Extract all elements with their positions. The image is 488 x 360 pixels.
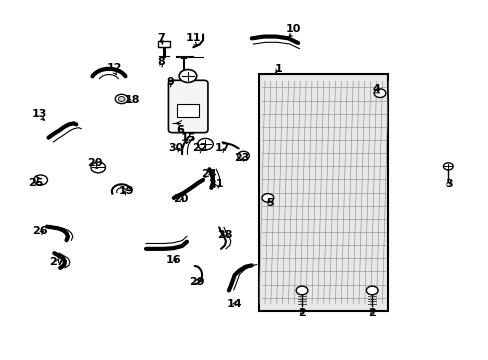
Circle shape	[34, 175, 47, 185]
Bar	[158, 41, 170, 47]
Text: 2: 2	[367, 309, 375, 318]
Text: 21: 21	[208, 179, 224, 189]
Bar	[259, 74, 387, 311]
Text: 8: 8	[158, 57, 165, 67]
Text: 20: 20	[173, 194, 188, 204]
Circle shape	[237, 151, 249, 160]
Text: 27: 27	[49, 257, 64, 267]
Circle shape	[115, 94, 128, 104]
Text: 24: 24	[201, 168, 217, 179]
Text: 26: 26	[32, 226, 47, 236]
Text: 16: 16	[165, 255, 181, 265]
Text: 22: 22	[191, 143, 207, 153]
Text: 2: 2	[298, 309, 305, 318]
Text: 18: 18	[124, 95, 140, 105]
Circle shape	[443, 163, 452, 170]
Text: 15: 15	[181, 133, 196, 143]
Text: 14: 14	[226, 299, 242, 309]
Circle shape	[118, 96, 125, 102]
Text: 3: 3	[445, 179, 452, 189]
Text: 17: 17	[214, 143, 230, 153]
Text: 5: 5	[265, 198, 273, 208]
Text: 25: 25	[28, 178, 43, 188]
Text: 12: 12	[106, 63, 122, 73]
Circle shape	[91, 162, 105, 173]
Circle shape	[262, 194, 273, 202]
Circle shape	[366, 286, 377, 295]
FancyBboxPatch shape	[168, 80, 207, 133]
Bar	[177, 104, 199, 117]
Text: 29: 29	[188, 277, 204, 287]
Text: 4: 4	[371, 84, 379, 94]
Circle shape	[179, 69, 196, 82]
Text: 9: 9	[165, 77, 173, 87]
Circle shape	[373, 89, 385, 98]
Text: 1: 1	[274, 64, 282, 74]
Circle shape	[197, 138, 213, 150]
Circle shape	[296, 286, 307, 295]
Text: 19: 19	[119, 186, 134, 196]
Text: 28: 28	[217, 230, 232, 239]
Text: 6: 6	[176, 125, 183, 135]
Text: 20: 20	[86, 158, 102, 168]
Text: 13: 13	[32, 109, 47, 119]
Text: 11: 11	[185, 33, 201, 43]
Text: 10: 10	[285, 24, 300, 35]
Text: 23: 23	[234, 153, 249, 163]
Text: 7: 7	[158, 33, 165, 43]
Text: 30: 30	[168, 143, 183, 153]
